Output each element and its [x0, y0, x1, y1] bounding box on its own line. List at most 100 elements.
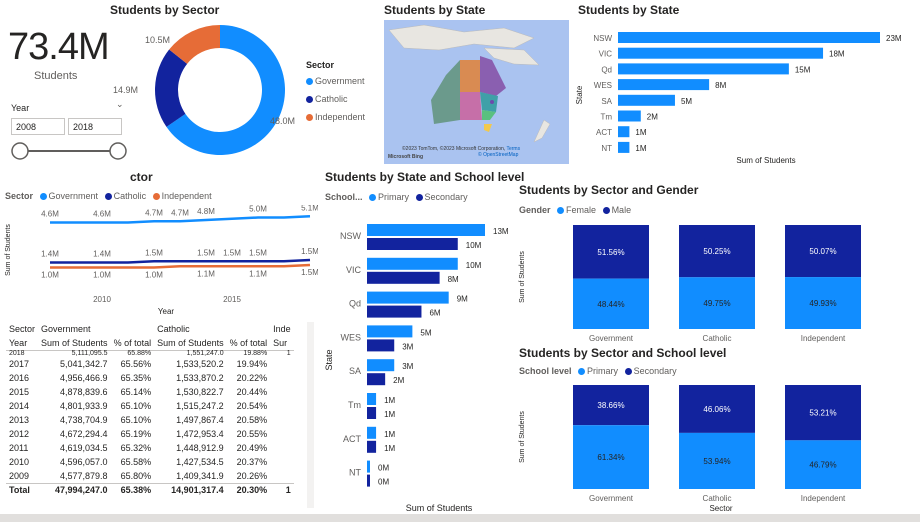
- state-nsw[interactable]: [480, 92, 498, 112]
- legend-label[interactable]: Secondary: [633, 366, 677, 376]
- school-bar-chart[interactable]: State NSW 13M 10M VIC 10M 8M Qd 9M 6M WES 5M 3M SA 3M 2…: [320, 210, 515, 515]
- state-vic[interactable]: [482, 110, 496, 120]
- state-qld[interactable]: [480, 56, 506, 96]
- bar-vic[interactable]: [618, 47, 824, 59]
- segment-government-female[interactable]: [573, 278, 649, 329]
- donut-chart[interactable]: [140, 20, 300, 160]
- legend-swatch: [415, 194, 423, 202]
- bar-tm-primary[interactable]: [367, 393, 377, 405]
- donut-legend-government[interactable]: Government: [302, 76, 365, 86]
- data-label: 3M: [402, 342, 413, 351]
- donut-legend-catholic[interactable]: Catholic: [302, 94, 348, 104]
- table-row[interactable]: 2010 4,596,057.0 65.58% 1,427,534.5 20.37%: [6, 455, 294, 469]
- donut-slice-independent[interactable]: [169, 25, 220, 64]
- chevron-down-icon[interactable]: ⌄: [116, 99, 124, 109]
- horizontal-scrollbar[interactable]: [0, 514, 920, 522]
- year-range-slider[interactable]: [8, 140, 134, 162]
- bar-nsw-secondary[interactable]: [367, 238, 458, 250]
- legend-label[interactable]: Primary: [378, 192, 410, 202]
- map-visual[interactable]: ©2023 TomTom, ©2023 Microsoft Corporatio…: [384, 20, 569, 164]
- slicer-from-input[interactable]: 2008: [11, 118, 65, 135]
- legend-label[interactable]: Government: [48, 191, 99, 201]
- donut-slice-government[interactable]: [166, 25, 285, 155]
- table-cell: [270, 385, 294, 399]
- bar-nsw[interactable]: [618, 32, 880, 43]
- segment-independent-primary[interactable]: [785, 440, 861, 489]
- table-row[interactable]: 2011 4,619,034.5 65.32% 1,448,912.9 20.49%: [6, 441, 294, 455]
- bar-tm[interactable]: [618, 110, 641, 122]
- table-row[interactable]: 2009 4,577,879.8 65.80% 1,409,341.9 20.26%: [6, 469, 294, 483]
- state-act[interactable]: [490, 100, 494, 104]
- legend-label[interactable]: Primary: [587, 366, 619, 376]
- legend-label[interactable]: Secondary: [424, 192, 468, 202]
- slicer-to-input[interactable]: 2018: [68, 118, 122, 135]
- table-row[interactable]: 2016 4,956,466.9 65.35% 1,533,870.2 20.22%: [6, 371, 294, 385]
- table-row[interactable]: 2018 5,111,095.5 65.88% 1,551,247.0 19.88% 1: [6, 350, 294, 357]
- segment-catholic-female[interactable]: [679, 277, 755, 329]
- bar-nt[interactable]: [618, 141, 630, 153]
- state-wa[interactable]: [431, 60, 460, 124]
- table-row[interactable]: 2013 4,738,704.9 65.10% 1,497,867.4 20.58%: [6, 413, 294, 427]
- bar-qd-primary[interactable]: [367, 291, 449, 304]
- table-row[interactable]: 2012 4,672,294.4 65.19% 1,472,953.4 20.55%: [6, 427, 294, 441]
- bar-act-primary[interactable]: [367, 426, 377, 439]
- bar-nsw-primary[interactable]: [367, 224, 485, 236]
- segment-catholic-secondary[interactable]: [679, 385, 755, 433]
- bar-act[interactable]: [618, 126, 630, 138]
- bar-vic-secondary[interactable]: [367, 271, 440, 284]
- bar-act-secondary[interactable]: [367, 440, 377, 453]
- map-osm-link[interactable]: © OpenStreetMap: [478, 152, 519, 158]
- x-axis-title: Year: [158, 307, 175, 316]
- bar-sa-primary[interactable]: [367, 359, 395, 372]
- matrix-header-cell[interactable]: % of total: [110, 336, 155, 351]
- bar-tm-secondary[interactable]: [367, 407, 377, 419]
- table-row[interactable]: 2014 4,801,933.9 65.10% 1,515,247.2 20.54%: [6, 399, 294, 413]
- legend-label[interactable]: Female: [566, 205, 597, 215]
- line-chart[interactable]: Sum of Students 4.6M 4.6M 4.7M 4.7M 4.8M 5.0M 5…: [0, 205, 318, 320]
- state-tas[interactable]: [484, 124, 492, 132]
- donut-slice-catholic[interactable]: [155, 49, 188, 127]
- table-row[interactable]: 2015 4,878,839.6 65.14% 1,530,822.7 20.44%: [6, 385, 294, 399]
- bar-wes-secondary[interactable]: [367, 339, 395, 352]
- bar-wes-primary[interactable]: [367, 325, 413, 338]
- slider-handle-to[interactable]: [109, 142, 127, 160]
- segment-catholic-primary[interactable]: [679, 432, 755, 489]
- matrix-scrollbar[interactable]: [307, 322, 314, 508]
- line-independent[interactable]: [50, 263, 311, 269]
- bar-sa-secondary[interactable]: [367, 373, 386, 386]
- segment-independent-female[interactable]: [785, 277, 861, 329]
- data-label: 5M: [681, 97, 692, 106]
- legend-label[interactable]: Male: [611, 205, 632, 215]
- bar-qd[interactable]: [618, 63, 789, 75]
- state-nt[interactable]: [460, 60, 480, 92]
- bar-sa[interactable]: [618, 94, 675, 106]
- segment-government-secondary[interactable]: [573, 385, 649, 426]
- matrix-header-cell[interactable]: Sum of Students: [154, 336, 227, 351]
- segment-government-primary[interactable]: [573, 425, 649, 489]
- gender-stacked-chart[interactable]: Sum of Students 51.56% 48.44% Government 50.…: [515, 218, 915, 346]
- matrix-header-cell[interactable]: Sur: [270, 336, 294, 351]
- bar-qd-secondary[interactable]: [367, 305, 422, 318]
- matrix-table[interactable]: Sector Government Catholic Inde Year Sum of …: [6, 322, 314, 510]
- table-row[interactable]: 2017 5,041,342.7 65.56% 1,533,520.2 19.94%: [6, 357, 294, 371]
- segment-independent-secondary[interactable]: [785, 385, 861, 441]
- matrix-header-cell[interactable]: Year: [6, 336, 39, 351]
- matrix-header-cell[interactable]: % of total: [226, 336, 271, 351]
- line-catholic[interactable]: [50, 258, 311, 264]
- segment-independent-male[interactable]: [785, 225, 861, 278]
- legend-label[interactable]: Independent: [161, 191, 212, 201]
- line-government[interactable]: [50, 215, 311, 224]
- bar-wes[interactable]: [618, 79, 710, 91]
- slider-handle-from[interactable]: [11, 142, 29, 160]
- donut-legend-independent[interactable]: Independent: [302, 112, 365, 122]
- bar-vic-primary[interactable]: [367, 257, 458, 270]
- level-stacked-chart[interactable]: Sum of Students 38.66% 61.34% Government 46.…: [515, 378, 915, 514]
- bar-nt-secondary[interactable]: [367, 474, 370, 487]
- segment-catholic-male[interactable]: [679, 225, 755, 278]
- state-bar-chart[interactable]: State NSW 23M VIC 18M Qd 15M WES 8M SA 5M Tm 2M ACT 1M…: [570, 20, 915, 170]
- bar-nt-primary[interactable]: [367, 460, 370, 473]
- matrix-header-cell[interactable]: Sum of Students: [38, 336, 111, 351]
- legend-label[interactable]: Catholic: [113, 191, 147, 201]
- state-sa[interactable]: [460, 92, 482, 120]
- segment-government-male[interactable]: [573, 225, 649, 279]
